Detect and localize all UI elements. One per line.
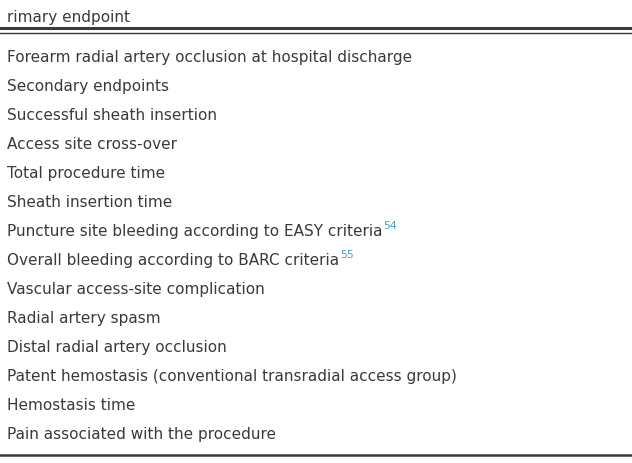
Text: Distal radial artery occlusion: Distal radial artery occlusion — [7, 340, 227, 355]
Text: Patent hemostasis (conventional transradial access group): Patent hemostasis (conventional transrad… — [7, 369, 457, 384]
Text: Successful sheath insertion: Successful sheath insertion — [7, 108, 217, 123]
Text: rimary endpoint: rimary endpoint — [7, 10, 130, 25]
Text: Puncture site bleeding according to EASY criteria: Puncture site bleeding according to EASY… — [7, 224, 382, 239]
Text: Access site cross-over: Access site cross-over — [7, 137, 177, 152]
Text: Forearm radial artery occlusion at hospital discharge: Forearm radial artery occlusion at hospi… — [7, 50, 412, 65]
Text: Overall bleeding according to BARC criteria: Overall bleeding according to BARC crite… — [7, 253, 339, 268]
Text: Total procedure time: Total procedure time — [7, 166, 165, 181]
Text: Vascular access-site complication: Vascular access-site complication — [7, 282, 265, 297]
Text: Hemostasis time: Hemostasis time — [7, 398, 135, 413]
Text: Secondary endpoints: Secondary endpoints — [7, 79, 169, 94]
Text: Pain associated with the procedure: Pain associated with the procedure — [7, 427, 276, 442]
Text: 54: 54 — [384, 221, 398, 231]
Text: Radial artery spasm: Radial artery spasm — [7, 311, 161, 326]
Text: Sheath insertion time: Sheath insertion time — [7, 195, 173, 210]
Text: 55: 55 — [340, 250, 354, 260]
